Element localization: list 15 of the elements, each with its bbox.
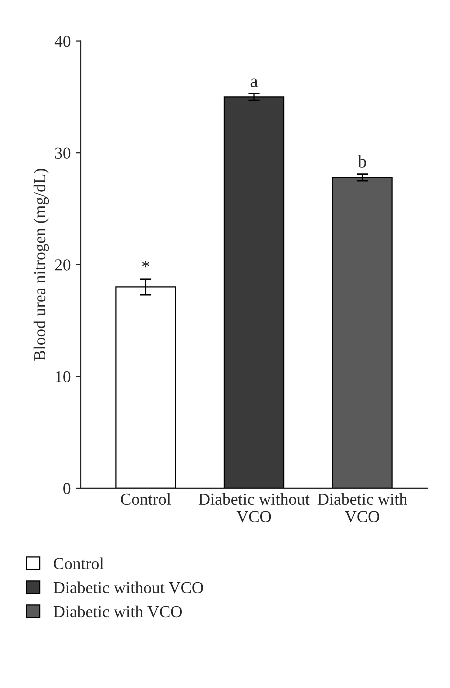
x-tick-label: Diabetic with VCO — [318, 493, 408, 523]
x-tick-label: Diabetic without VCO — [198, 493, 310, 523]
y-tick-label: 10 — [56, 371, 71, 383]
y-tick-label: 40 — [54, 36, 71, 48]
x-tick-label: Control — [121, 493, 172, 506]
legend-label: Control — [54, 558, 104, 570]
y-tick-label: 30 — [55, 148, 71, 160]
y-axis-title: Blood urea nitrogen (mg/dL) — [34, 169, 50, 361]
annotation: b — [358, 155, 366, 168]
annotation: * — [142, 260, 150, 268]
legend-label: Diabetic without VCO — [54, 582, 204, 594]
annotation: a — [250, 78, 258, 88]
legend-label: Diabetic with VCO — [54, 606, 182, 618]
y-tick-label: 0 — [64, 483, 71, 494]
y-tick-label: 20 — [55, 260, 71, 271]
